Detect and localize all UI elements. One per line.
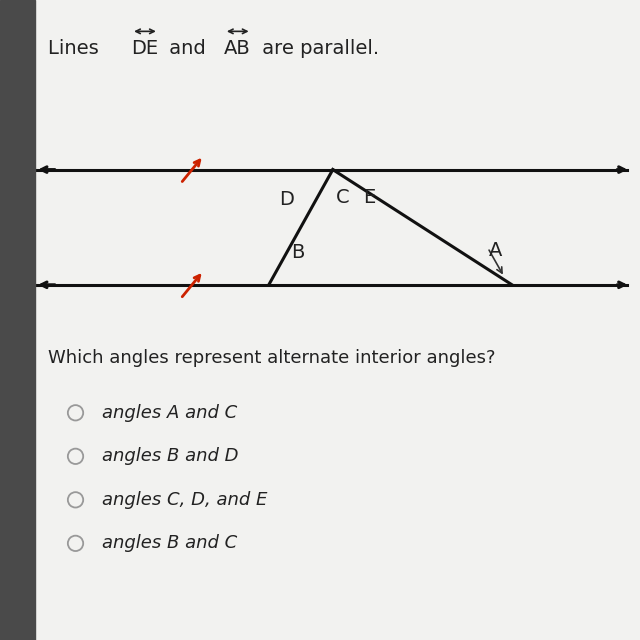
- Text: C: C: [336, 188, 349, 207]
- Text: and: and: [163, 38, 212, 58]
- Text: AB: AB: [224, 38, 251, 58]
- Text: E: E: [364, 188, 376, 207]
- Text: Which angles represent alternate interior angles?: Which angles represent alternate interio…: [48, 349, 495, 367]
- Text: angles B and D: angles B and D: [102, 447, 239, 465]
- Text: DE: DE: [131, 38, 158, 58]
- Text: angles B and C: angles B and C: [102, 534, 237, 552]
- Text: D: D: [280, 190, 294, 209]
- Text: angles A and C: angles A and C: [102, 404, 237, 422]
- Text: are parallel.: are parallel.: [256, 38, 379, 58]
- Text: angles C, D, and E: angles C, D, and E: [102, 491, 268, 509]
- Bar: [0, 0, 35, 640]
- Text: A: A: [490, 241, 502, 260]
- Text: Lines: Lines: [48, 38, 105, 58]
- Text: B: B: [291, 243, 305, 262]
